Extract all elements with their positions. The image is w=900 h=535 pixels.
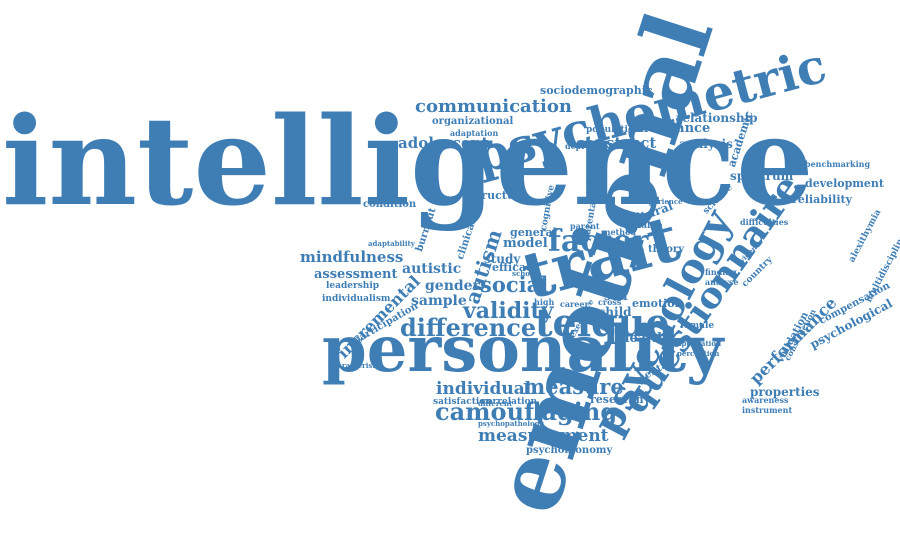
word-individual: individual xyxy=(436,379,532,399)
word-experience: experience xyxy=(640,197,683,206)
word-communication: communication xyxy=(415,96,572,117)
word-application: application xyxy=(677,339,722,348)
word-efficacy: efficacy xyxy=(492,261,540,274)
word-cross: cross xyxy=(598,297,622,307)
word-autistic: autistic xyxy=(402,261,462,277)
word-sociodemographic: sociodemographic xyxy=(540,84,653,97)
word-intelligence: intelligence xyxy=(2,89,814,233)
word-teique: teique xyxy=(535,300,670,345)
word-general: general xyxy=(510,226,557,239)
word-satisfaction: satisfaction xyxy=(433,397,492,407)
word-relationship: relationship xyxy=(676,111,758,125)
word-instrument: instrument xyxy=(742,405,793,415)
word-career: career xyxy=(560,299,589,309)
word-factor: factor xyxy=(548,224,649,259)
word-difficulties: difficulties xyxy=(740,217,789,227)
word-health: health xyxy=(620,331,667,346)
word-female: female xyxy=(680,321,715,331)
word-different: different xyxy=(478,399,513,408)
word-population: population xyxy=(586,125,641,135)
word-alexithymia: alexithymia xyxy=(847,207,884,265)
word-method: method xyxy=(602,227,636,237)
word-variable: variable xyxy=(622,221,663,231)
word-gender: gender xyxy=(425,278,480,294)
word-analysis: analysis xyxy=(679,137,733,151)
word-psychopathology: psychopathology xyxy=(478,419,544,428)
word-individualism: individualism xyxy=(322,294,391,304)
word-personality: personality xyxy=(322,312,724,387)
word-organizational: organizational xyxy=(432,116,514,127)
word-development: development xyxy=(805,177,885,190)
word-psychobionomy: psychobionomy xyxy=(526,445,613,456)
word-characteristic: characteristic xyxy=(328,361,383,370)
word-spectrum: spectrum xyxy=(730,169,794,183)
word-perception: perception xyxy=(677,349,720,358)
word-model: model xyxy=(503,236,548,251)
word-measurement: measurement xyxy=(478,426,609,446)
word-sample: sample xyxy=(411,293,467,309)
word-form: form xyxy=(590,311,612,321)
word-depression: depression xyxy=(565,141,614,151)
word-self: self xyxy=(604,289,629,303)
word-reliability: reliability xyxy=(792,193,852,206)
word-school: school xyxy=(512,269,538,278)
word-mindfulness: mindfulness xyxy=(300,248,404,266)
word-measure: measure xyxy=(523,374,624,399)
word-difference: difference xyxy=(400,313,537,342)
word-condition: condition xyxy=(363,199,417,210)
word-construct: construct xyxy=(576,134,657,152)
word-short: short xyxy=(595,241,616,250)
word-child: child xyxy=(598,305,632,319)
word-adolescent: adolescent xyxy=(398,134,489,152)
word-benchmarking: benchmarking xyxy=(805,159,871,169)
word-emotion: emotion xyxy=(632,297,683,310)
word-finding: finding xyxy=(705,267,737,277)
word-properties: properties xyxy=(750,385,820,399)
word-correlation: correlation xyxy=(481,397,538,407)
word-structure: structure xyxy=(470,189,528,202)
word-assessment: assessment xyxy=(314,267,398,282)
word-adaptation: adaptation xyxy=(450,128,499,138)
word-theory: theory xyxy=(648,244,685,255)
word-social: social xyxy=(480,272,549,297)
word-awareness: awareness xyxy=(742,395,789,405)
word-validity: validity xyxy=(463,298,554,324)
word-invariance: invariance xyxy=(634,121,711,136)
word-research: research xyxy=(590,393,644,406)
word-study: study xyxy=(484,252,521,266)
word-parent: parent xyxy=(570,221,600,231)
word-leadership: leadership xyxy=(326,281,380,291)
word-analyse: analyse xyxy=(705,277,739,287)
word-camouflaging: camouflaging xyxy=(435,397,618,426)
word-adaptability: adaptability xyxy=(368,239,415,248)
word-high: high xyxy=(534,297,555,307)
